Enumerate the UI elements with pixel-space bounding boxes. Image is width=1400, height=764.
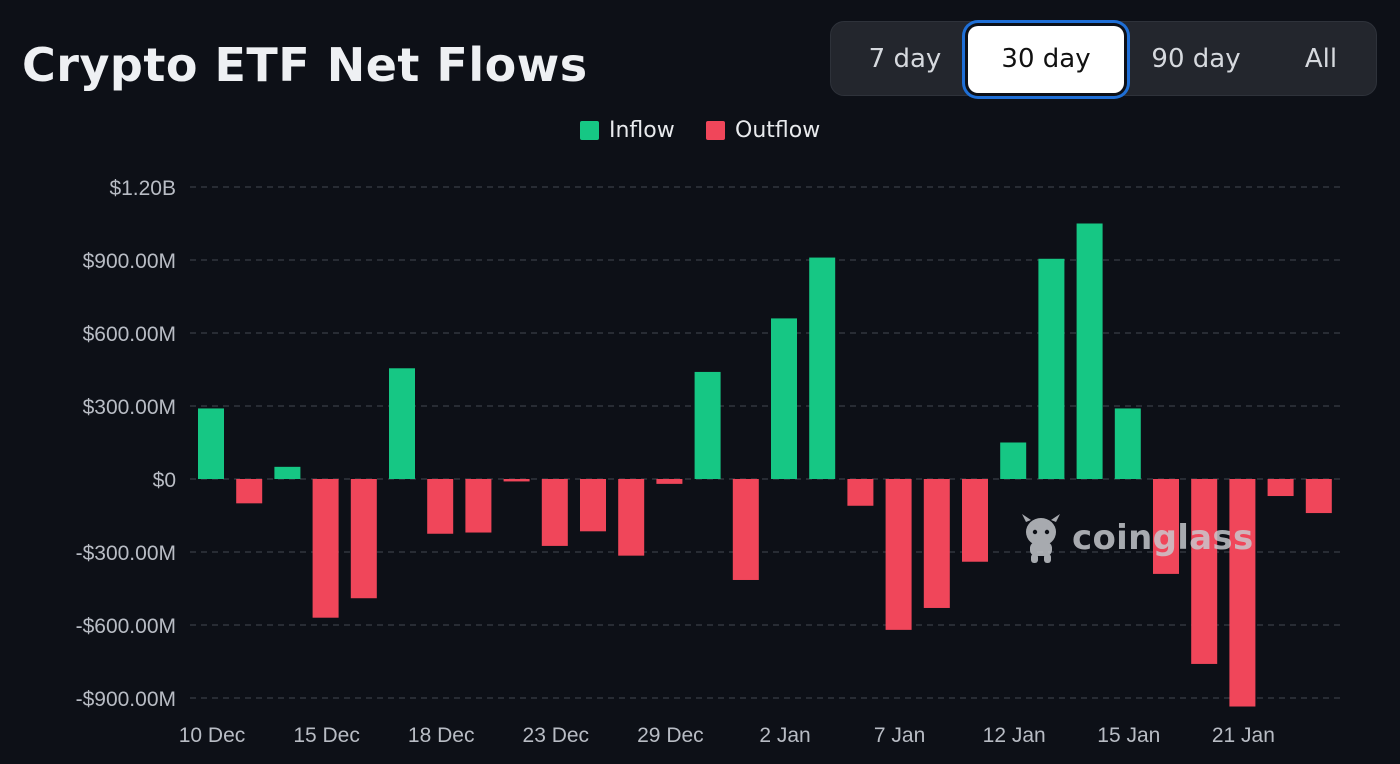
range-all-button[interactable]: All bbox=[1304, 44, 1338, 74]
outflow-bar bbox=[350, 479, 377, 599]
outflow-bar bbox=[503, 479, 530, 482]
inflow-bar bbox=[1038, 258, 1065, 479]
inflow-bar bbox=[389, 368, 415, 479]
y-tick-label: $300.00M bbox=[83, 396, 176, 419]
inflow-bar bbox=[1114, 408, 1141, 479]
x-tick-label: 23 Dec bbox=[523, 724, 590, 747]
y-tick-label: $0 bbox=[153, 469, 176, 492]
legend-item-inflow[interactable]: Inflow bbox=[580, 118, 675, 143]
range-7-day-button[interactable]: 7 day bbox=[868, 44, 942, 74]
y-tick-label: $600.00M bbox=[83, 323, 176, 346]
inflow-bar bbox=[274, 466, 301, 479]
outflow-swatch bbox=[706, 121, 725, 140]
x-tick-label: 2 Jan bbox=[759, 724, 810, 747]
x-tick-label: 12 Jan bbox=[983, 724, 1046, 747]
x-tick-label: 15 Jan bbox=[1097, 724, 1160, 747]
outflow-bar bbox=[1153, 479, 1179, 574]
x-tick-label: 18 Dec bbox=[408, 724, 475, 747]
x-tick-label: 21 Jan bbox=[1212, 724, 1275, 747]
y-tick-label: $900.00M bbox=[83, 250, 176, 273]
x-tick-label: 15 Dec bbox=[293, 724, 360, 747]
outflow-bar bbox=[312, 479, 339, 618]
coinglass-mascot-icon bbox=[1022, 514, 1060, 563]
outflow-bar bbox=[1191, 479, 1218, 664]
outflow-bar bbox=[885, 479, 912, 630]
y-tick-label: -$900.00M bbox=[76, 688, 176, 711]
inflow-bar bbox=[1000, 442, 1027, 479]
inflow-bar bbox=[694, 371, 721, 479]
outflow-bar bbox=[923, 479, 950, 608]
y-tick-label: -$300.00M bbox=[76, 542, 176, 565]
range-30-day-button[interactable]: 30 day bbox=[968, 26, 1124, 93]
inflow-bar bbox=[198, 408, 224, 479]
range-90-day-button[interactable]: 90 day bbox=[1151, 44, 1241, 74]
y-tick-label: -$600.00M bbox=[76, 615, 176, 638]
inflow-swatch bbox=[580, 121, 599, 140]
coinglass-watermark: coinglass bbox=[1018, 512, 1253, 564]
time-range-selector: 7 day 30 day 90 day All bbox=[830, 21, 1377, 96]
watermark-text: coinglass bbox=[1072, 518, 1254, 558]
outflow-bar bbox=[618, 479, 645, 556]
outflow-bar bbox=[656, 479, 683, 484]
inflow-bar bbox=[809, 257, 836, 479]
x-tick-label: 7 Jan bbox=[874, 724, 925, 747]
outflow-bar bbox=[847, 479, 874, 506]
chart-legend: Inflow Outflow bbox=[0, 118, 1400, 146]
legend-item-outflow[interactable]: Outflow bbox=[706, 118, 820, 143]
outflow-bar bbox=[236, 479, 263, 504]
page-title: Crypto ETF Net Flows bbox=[22, 38, 588, 92]
outflow-bar bbox=[541, 479, 568, 546]
x-tick-label: 10 Dec bbox=[179, 724, 246, 747]
outflow-bar bbox=[465, 479, 492, 533]
inflow-bar bbox=[1076, 223, 1103, 479]
legend-label-inflow: Inflow bbox=[609, 118, 675, 143]
outflow-bar bbox=[1229, 479, 1256, 707]
inflow-bar bbox=[771, 318, 797, 479]
legend-label-outflow: Outflow bbox=[735, 118, 821, 143]
outflow-bar bbox=[962, 479, 988, 562]
outflow-bar bbox=[732, 479, 759, 580]
y-tick-label: $1.20B bbox=[109, 177, 176, 200]
outflow-bar bbox=[580, 479, 606, 532]
x-tick-label: 29 Dec bbox=[637, 724, 704, 747]
outflow-bar bbox=[1267, 479, 1294, 497]
outflow-bar bbox=[1305, 479, 1332, 514]
outflow-bar bbox=[427, 479, 454, 534]
